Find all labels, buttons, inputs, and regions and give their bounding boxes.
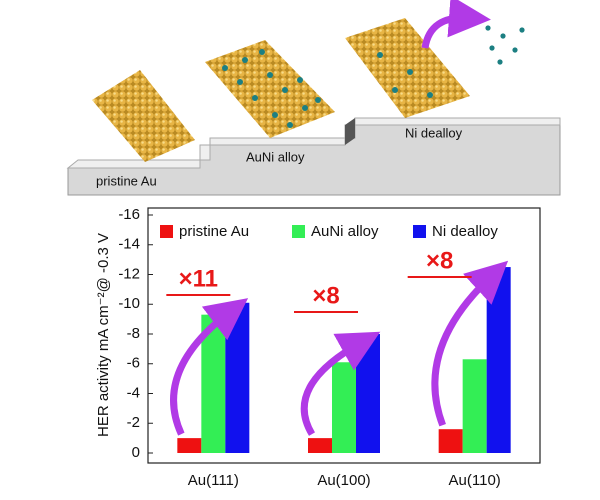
chart: HER activity mA cm⁻²@ -0.3 V 0 -2 -4 -6 -8 -1… (95, 206, 541, 489)
illustration-label: pristine Au (96, 173, 157, 188)
bar (462, 359, 487, 453)
legend-label: Ni dealloy (432, 223, 498, 240)
ni-atoms (222, 25, 525, 128)
y-tick-label: -2 (127, 414, 140, 431)
y-tick-label: -10 (118, 295, 140, 312)
plot-frame (147, 207, 541, 464)
illustration: pristine Au AuNi alloy Ni dealloy (66, 0, 561, 196)
legend-label: pristine Au (179, 223, 249, 240)
bar (225, 302, 250, 453)
y-tick-label: -8 (127, 325, 140, 342)
annotation: ×11 (179, 265, 218, 292)
bar (332, 362, 356, 453)
y-tick-label: -16 (118, 206, 140, 223)
trend-arrow (300, 331, 381, 436)
annotation: ×8 (312, 282, 339, 309)
dealloy-slab (345, 18, 470, 118)
legend-swatch (292, 225, 305, 238)
pristine-slab (92, 70, 195, 162)
legend-swatch (413, 225, 426, 238)
bar (356, 334, 380, 453)
bar (177, 438, 202, 453)
step-edge (345, 118, 355, 145)
trend-arrow (170, 298, 249, 436)
alloy-slab (205, 40, 335, 138)
trend-arrow (431, 260, 509, 427)
legend-swatch (160, 225, 173, 238)
y-tick-label: -6 (127, 355, 140, 372)
annotation: ×8 (426, 247, 453, 274)
y-tick-label: -14 (118, 236, 140, 253)
y-tick-label: 0 (132, 444, 140, 461)
bar (308, 438, 332, 453)
x-tick-label: Au(111) (188, 472, 239, 489)
x-tick-label: Au(100) (317, 472, 370, 489)
illustration-label: Ni dealloy (405, 125, 463, 140)
legend-label: AuNi alloy (311, 223, 379, 240)
x-tick-label: Au(110) (449, 472, 501, 489)
illustration-label: AuNi alloy (246, 149, 305, 164)
y-axis-label: HER activity mA cm⁻²@ -0.3 V (95, 233, 112, 437)
y-tick-label: -12 (118, 265, 140, 282)
bar (486, 267, 511, 453)
substrate-top (66, 117, 561, 169)
bar (438, 429, 463, 453)
release-arrow (421, 0, 491, 49)
y-tick-label: -4 (127, 384, 140, 401)
